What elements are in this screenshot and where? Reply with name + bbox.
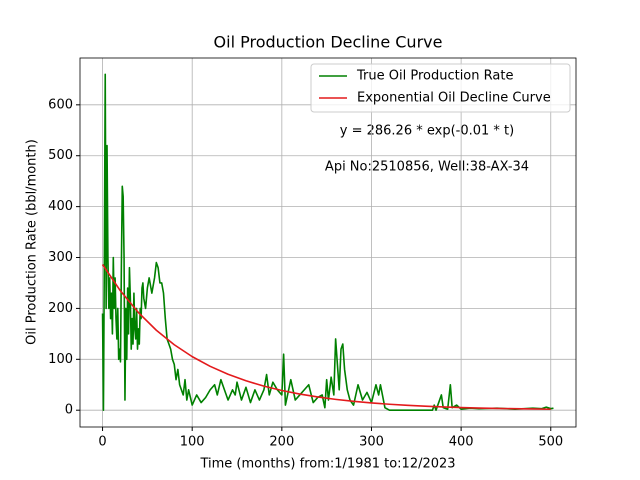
data-line (101, 73, 554, 411)
y-tick-label: 200 (48, 301, 73, 316)
data-line (101, 264, 551, 411)
y-tick-label: 600 (48, 97, 73, 112)
x-tick-label: 300 (359, 435, 384, 450)
y-tick-label: 100 (48, 352, 73, 367)
x-tick-label: 500 (538, 435, 563, 450)
x-tick-label: 400 (449, 435, 474, 450)
y-tick-label: 0 (65, 403, 73, 418)
plot-frame (79, 57, 577, 428)
x-tick-label: 0 (98, 435, 106, 450)
x-tick-label: 200 (269, 435, 294, 450)
x-axis-label: Time (months) from:1/1981 to:12/2023 (199, 457, 455, 472)
y-tick-label: 300 (48, 250, 73, 265)
legend-box (310, 63, 571, 113)
y-tick-label: 400 (48, 199, 73, 214)
legend-label: Exponential Oil Decline Curve (357, 91, 551, 106)
y-axis-label: Oil Production Rate (bbl/month) (25, 139, 40, 345)
chart-title: Oil Production Decline Curve (214, 33, 443, 52)
y-tick-label: 500 (48, 148, 73, 163)
annotation: Api No:2510856, Well:38-AX-34 (325, 160, 529, 175)
annotation: y = 286.26 * exp(-0.01 * t) (340, 124, 514, 139)
x-tick-label: 100 (180, 435, 205, 450)
legend-label: True Oil Production Rate (356, 69, 513, 84)
legend: True Oil Production Rate Exponential Oil … (310, 63, 571, 113)
